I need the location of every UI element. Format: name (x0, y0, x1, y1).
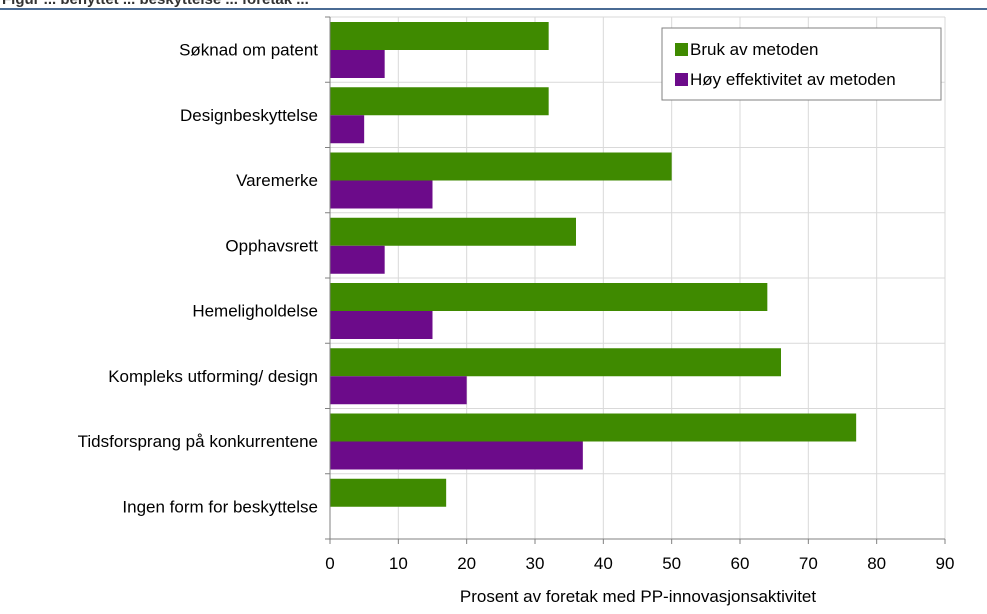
bar-high-effectiveness (330, 441, 583, 470)
axes (325, 16, 946, 544)
legend: Bruk av metoden Høy effektivitet av metod… (661, 27, 942, 101)
grid-lines (330, 16, 946, 540)
x-tick-label: 0 (325, 554, 334, 573)
bar-high-effectiveness (330, 245, 385, 274)
figure-title-fragment: Figur ... benyttet ... beskyttelse ... f… (2, 0, 309, 8)
bar-high-effectiveness (330, 180, 433, 209)
bar-usage (330, 283, 768, 311)
category-labels: Søknad om patent Designbeskyttelse Varemer… (78, 41, 319, 517)
bar-usage (330, 22, 549, 50)
legend-label: Høy effektivitet av metoden (690, 70, 896, 89)
category-label: Ingen form for beskyttelse (122, 497, 318, 516)
category-label: Kompleks utforming/ design (108, 367, 318, 386)
legend-box (661, 27, 942, 101)
header-rule (0, 8, 987, 10)
bars (330, 22, 857, 507)
bar-usage (330, 348, 781, 377)
bar-high-effectiveness (330, 50, 385, 78)
legend-swatch (675, 43, 688, 56)
x-axis-title: Prosent av foretak med PP-innovasjonsakt… (460, 587, 817, 606)
category-label: Tidsforsprang på konkurrentene (78, 432, 318, 451)
x-tick-label: 50 (662, 554, 681, 573)
x-tick-label: 90 (936, 554, 955, 573)
x-tick-label: 30 (526, 554, 545, 573)
category-label: Designbeskyttelse (180, 106, 318, 125)
x-tick-label: 70 (799, 554, 818, 573)
category-label: Søknad om patent (179, 41, 318, 60)
bar-usage (330, 478, 447, 507)
x-tick-label: 40 (594, 554, 613, 573)
category-label: Hemeligholdelse (192, 302, 318, 321)
bar-usage (330, 152, 672, 181)
category-label: Varemerke (236, 171, 318, 190)
header-strip: Figur ... benyttet ... beskyttelse ... f… (0, 0, 987, 10)
x-tick-label: 20 (457, 554, 476, 573)
bar-usage (330, 87, 549, 116)
legend-label: Bruk av metoden (690, 40, 819, 59)
x-tick-label: 80 (867, 554, 886, 573)
bar-high-effectiveness (330, 376, 467, 405)
legend-swatch (675, 73, 688, 86)
bar-usage (330, 217, 576, 246)
bar-high-effectiveness (330, 311, 433, 339)
bar-high-effectiveness (330, 115, 365, 144)
category-label: Opphavsrett (225, 236, 318, 255)
x-tick-label: 60 (731, 554, 750, 573)
x-tick-labels: 0 10 20 30 40 50 60 70 80 90 (325, 554, 954, 573)
x-tick-label: 10 (389, 554, 408, 573)
bar-usage (330, 413, 857, 442)
